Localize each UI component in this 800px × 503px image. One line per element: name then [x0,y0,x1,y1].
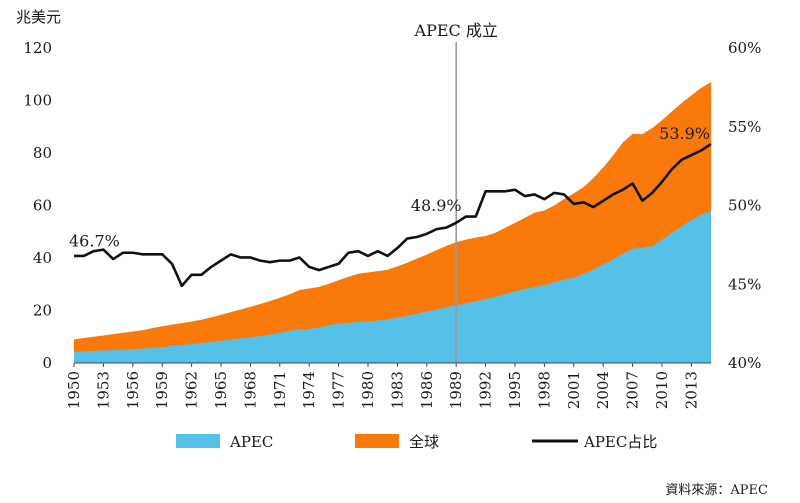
x-tick-label: 2001 [565,371,583,409]
x-tick-label: 1971 [271,371,289,409]
legend-label: APEC [229,433,273,451]
x-tick-label: 2007 [624,371,642,409]
annotation-label: 53.9% [659,124,710,143]
y-right-tick-label: 40% [728,354,761,372]
line-APEC占比 [74,142,712,288]
x-tick-label: 1965 [212,371,230,409]
axes-layer: 0 20 40 60 80 100 120 40% 45% 50% 55% 60% 1950 1953 19… [23,39,761,409]
y-right-tick-label: 60% [728,39,761,57]
legend-item: APEC占比 [532,433,657,451]
legend-item: 全球 [355,433,439,451]
y-right-tick-label: 50% [728,197,761,215]
x-tick-label: 1953 [94,371,112,409]
x-tick-label: 1989 [447,371,465,409]
x-tick-label: 1992 [477,371,495,409]
x-tick-label: 1956 [124,371,142,409]
annotation-label: 46.7% [69,231,120,250]
x-tick-label: 1950 [65,371,83,409]
x-tick-label: 1983 [388,371,406,409]
x-tick-label: 2010 [653,371,671,409]
y-left-tick-label: 120 [23,39,52,57]
legend: APEC 全球 APEC占比 [176,433,657,451]
annotation-label: 48.9% [411,196,462,215]
legend-label: 全球 [409,433,439,451]
left-axis-unit-label: 兆美元 [16,8,61,26]
x-tick-label: 2004 [594,371,612,409]
source-note: 資料來源：APEC [665,483,768,498]
legend-swatch [355,434,399,448]
share-line-layer [74,142,712,288]
area-APEC [74,210,711,363]
y-left-tick-label: 60 [33,197,52,215]
y-right-tick-label: 45% [728,275,761,293]
x-tick-label: 1974 [300,371,318,409]
y-left-tick-label: 0 [42,354,52,372]
y-left-tick-label: 20 [33,302,52,320]
x-tick-label: 1959 [153,371,171,409]
x-tick-label: 1995 [506,371,524,409]
legend-swatch [176,434,220,448]
y-left-tick-label: 40 [33,249,52,267]
annotation-layer: APEC 成立 46.7% 48.9% 53.9% [69,21,710,250]
legend-label: APEC占比 [583,433,657,451]
x-tick-label: 1968 [241,371,259,409]
annotation-label: APEC 成立 [414,21,498,40]
x-tick-label: 1980 [359,371,377,409]
legend-item: APEC [176,433,273,451]
y-left-tick-label: 80 [33,144,52,162]
y-right-tick-label: 55% [728,118,761,136]
x-tick-label: 1962 [183,371,201,409]
x-tick-label: 1998 [535,371,553,409]
x-tick-label: 2013 [682,371,700,409]
y-left-tick-label: 100 [23,92,52,110]
x-tick-label: 1986 [418,371,436,409]
x-tick-label: 1977 [330,371,348,409]
area-layer [74,82,711,363]
